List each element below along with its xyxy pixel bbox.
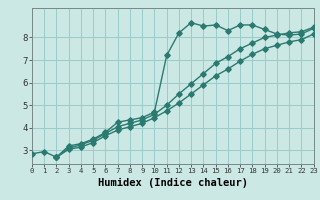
X-axis label: Humidex (Indice chaleur): Humidex (Indice chaleur) [98, 178, 248, 188]
